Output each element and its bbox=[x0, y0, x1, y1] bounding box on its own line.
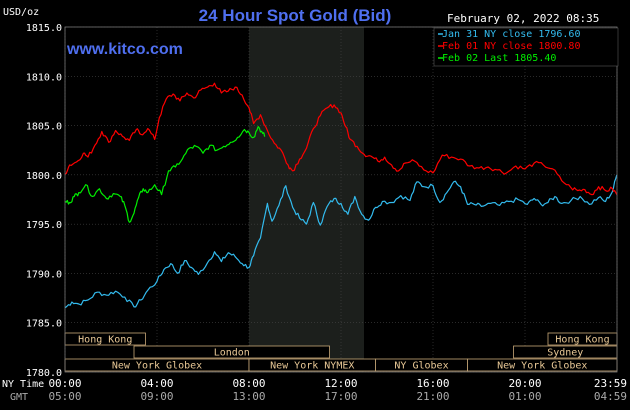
plot-frame bbox=[64, 26, 618, 373]
series-line-0 bbox=[64, 174, 618, 309]
y-unit-label: USD/oz bbox=[3, 7, 39, 18]
series-line-1 bbox=[64, 82, 618, 196]
x-tick-label: 00:00 bbox=[48, 377, 81, 390]
y-tick-label: 1780.0 bbox=[26, 368, 62, 379]
session-label: London bbox=[214, 348, 250, 359]
axes: 1815.0 1810.0 1805.0 1800.0 1795.0 1790.0 1785… bbox=[26, 23, 627, 403]
x-tick-label-gmt: 05:00 bbox=[48, 390, 81, 403]
grid bbox=[64, 26, 618, 373]
series-line-2 bbox=[64, 125, 266, 223]
session-label: Hong Kong bbox=[78, 335, 132, 346]
session-label: NY Globex bbox=[394, 361, 448, 372]
legend-entry-feb01: Feb 01 NY close 1800.80 bbox=[442, 41, 580, 52]
x-tick-label: 04:00 bbox=[140, 377, 173, 390]
x-tick-label: 12:00 bbox=[324, 377, 357, 390]
y-tick-label: 1800.0 bbox=[26, 171, 62, 182]
shaded-period bbox=[249, 27, 364, 372]
session-label: New York Globex bbox=[497, 361, 587, 372]
x-tick-label-gmt: 13:00 bbox=[232, 390, 265, 403]
x-tick-label: 20:00 bbox=[508, 377, 541, 390]
legend-entry-feb02: Feb 02 Last 1805.40 bbox=[442, 53, 556, 64]
session-label: New York Globex bbox=[112, 361, 202, 372]
legend: Jan 31 NY close 1796.60 Feb 01 NY close … bbox=[433, 27, 619, 67]
gmt-label: GMT bbox=[10, 392, 28, 403]
session-label: New York NYMEX bbox=[270, 361, 354, 372]
x-tick-label: 16:00 bbox=[416, 377, 449, 390]
session-label: Hong Kong bbox=[555, 335, 609, 346]
legend-box bbox=[433, 27, 619, 67]
y-tick-label: 1810.0 bbox=[26, 72, 62, 83]
series-lines bbox=[64, 82, 618, 309]
y-tick-label: 1795.0 bbox=[26, 220, 62, 231]
session-bar bbox=[133, 345, 330, 359]
session-label: Sydney bbox=[547, 348, 583, 359]
x-tick-label-gmt: 04:59 bbox=[594, 390, 627, 403]
x-tick-label: 08:00 bbox=[232, 377, 265, 390]
website-label: www.kitco.com bbox=[66, 41, 183, 58]
x-tick-label-gmt: 09:00 bbox=[140, 390, 173, 403]
legend-entry-jan31: Jan 31 NY close 1796.60 bbox=[442, 29, 580, 40]
chart-title: 24 Hour Spot Gold (Bid) bbox=[199, 6, 392, 25]
x-tick-label: 23:59 bbox=[594, 377, 627, 390]
y-tick-label: 1790.0 bbox=[26, 269, 62, 280]
x-tick-label-gmt: 17:00 bbox=[324, 390, 357, 403]
x-tick-label-gmt: 21:00 bbox=[416, 390, 449, 403]
ny-time-label: NY Time bbox=[2, 379, 44, 390]
y-tick-label: 1785.0 bbox=[26, 319, 62, 330]
x-tick-label-gmt: 01:00 bbox=[508, 390, 541, 403]
y-tick-label: 1815.0 bbox=[26, 23, 62, 34]
y-tick-label: 1805.0 bbox=[26, 122, 62, 133]
date-label: February 02, 2022 08:35 bbox=[447, 12, 599, 25]
